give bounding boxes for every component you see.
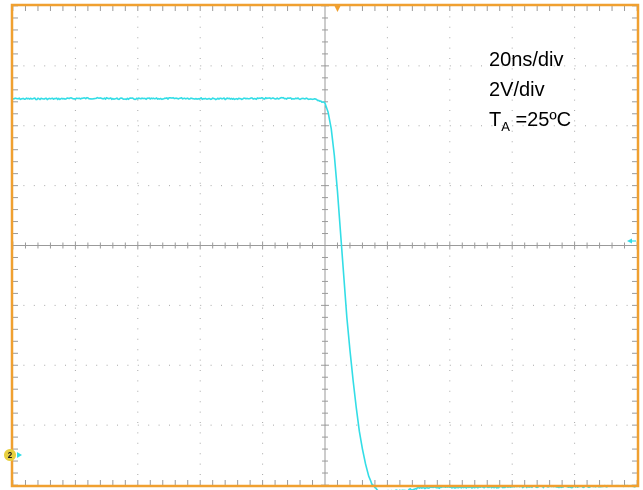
- screen-border: [10, 3, 640, 488]
- channel-2-badge-icon: [4, 449, 16, 461]
- scope-settings: 20ns/div 2V/div TA =25ºC: [489, 49, 571, 134]
- trigger-position-marker: [334, 5, 341, 12]
- volts-per-div-label: 2V/div: [489, 79, 545, 101]
- channel-2-badge-label: 2: [8, 451, 13, 460]
- channel-2-ground-arrow-icon: [17, 452, 22, 458]
- channel-2-ground-marker: 2: [4, 449, 22, 461]
- graticule: [12, 5, 638, 486]
- trigger-level-marker: [627, 238, 636, 244]
- temperature-value: =25ºC: [510, 109, 571, 131]
- temperature-symbol: T: [489, 109, 501, 131]
- timebase-label: 20ns/div: [489, 49, 564, 71]
- temperature-subscript: A: [501, 119, 510, 134]
- trigger-level-arrow-icon: [627, 238, 632, 244]
- temperature-label: TA =25ºC: [489, 109, 571, 134]
